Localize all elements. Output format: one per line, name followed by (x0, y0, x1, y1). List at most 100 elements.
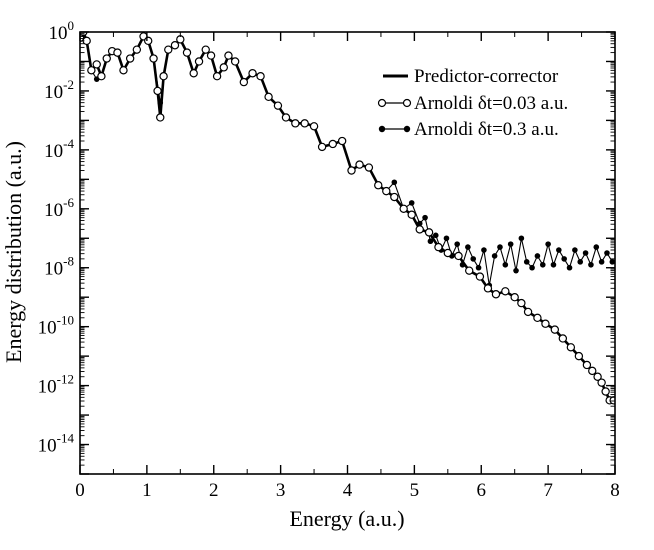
data-point-open (212, 71, 222, 81)
data-point-filled (572, 247, 578, 253)
data-point-open (337, 136, 347, 146)
x-tick-label: 0 (75, 480, 85, 501)
data-point-filled (566, 264, 573, 271)
data-point-open (517, 298, 526, 308)
data-point-open (170, 41, 180, 50)
data-point-open (92, 60, 101, 69)
data-point-filled (582, 250, 589, 256)
legend-label-arnoldi-003: Arnoldi δt=0.03 a.u. (414, 93, 568, 114)
data-point-filled (539, 261, 546, 268)
data-point-filled (432, 232, 439, 239)
y-tick-label: 10-14 (38, 431, 75, 457)
data-point-filled (577, 259, 584, 265)
data-point-open (465, 266, 474, 275)
data-point-open (164, 45, 173, 54)
x-tick-label: 6 (477, 480, 487, 501)
data-point-open (483, 284, 493, 293)
data-point-open (219, 63, 228, 72)
data-point-filled (422, 214, 428, 221)
data-point-open (443, 248, 453, 258)
data-point-open (97, 71, 106, 81)
data-point-filled (598, 259, 605, 265)
data-point-open (144, 36, 153, 46)
legend-marker-arnoldi-003-left (377, 98, 387, 108)
legend-marker-arnoldi-003-right (402, 98, 412, 108)
data-point-filled (491, 253, 498, 259)
data-point-filled (513, 267, 519, 274)
data-point-open (156, 113, 165, 122)
data-point-filled (593, 244, 600, 250)
data-point-open (415, 225, 424, 234)
data-point-open (224, 51, 233, 60)
data-point-filled (545, 241, 551, 247)
data-point-filled (481, 247, 487, 253)
y-tick-label: 100 (49, 18, 75, 44)
series-line-0 (80, 32, 614, 402)
data-point-open (309, 122, 319, 131)
y-tick-label: 10-4 (44, 136, 74, 162)
data-point-open (593, 372, 602, 381)
data-point-open (230, 57, 240, 66)
data-point-open (273, 101, 283, 110)
data-point-filled (529, 264, 535, 271)
data-point-open (588, 366, 597, 376)
data-point-open (574, 351, 584, 361)
data-point-filled (443, 235, 450, 242)
x-axis-title: Energy (a.u.) (289, 506, 404, 531)
series-layer (80, 32, 615, 405)
data-point-open (364, 163, 374, 172)
data-point-open (424, 228, 434, 237)
data-point-open (609, 396, 615, 405)
data-point-open (541, 319, 550, 328)
data-point-open (601, 387, 610, 396)
series-line-1 (80, 32, 614, 401)
data-point-filled (507, 241, 514, 247)
data-point-open (189, 69, 198, 78)
data-point-open (501, 287, 510, 296)
data-point-open (264, 92, 273, 102)
data-point-open (87, 66, 96, 75)
y-tick-label: 10-10 (38, 313, 74, 339)
data-point-filled (561, 256, 567, 262)
data-point-open (566, 343, 576, 352)
data-point-filled (497, 244, 503, 250)
data-point-open (390, 192, 399, 202)
data-point-open (582, 360, 592, 370)
data-point-open (533, 313, 542, 323)
data-point-open (523, 307, 533, 317)
data-point-open (194, 57, 204, 66)
data-point-open (125, 54, 135, 63)
data-point-filled (475, 264, 482, 271)
data-point-open (550, 325, 560, 334)
data-point-open (182, 48, 192, 57)
data-point-open (347, 166, 356, 175)
legend-label-predictor-corrector: Predictor-corrector (414, 66, 559, 87)
data-point-filled (454, 241, 460, 247)
data-point-filled (534, 253, 541, 259)
data-point-filled (408, 200, 415, 206)
x-tick-label: 2 (209, 480, 219, 501)
data-point-open (132, 45, 142, 54)
legend-marker-arnoldi-03-left (378, 125, 386, 133)
data-point-open (239, 77, 249, 87)
data-point-open (153, 86, 162, 96)
x-tick-label: 1 (142, 480, 152, 501)
data-point-filled (556, 247, 562, 253)
x-tick-label: 7 (543, 480, 553, 501)
data-point-open (281, 113, 291, 122)
data-point-open (248, 69, 257, 78)
legend: Predictor-corrector Arnoldi δt=0.03 a.u.… (377, 66, 568, 140)
x-tick-label: 3 (276, 480, 286, 501)
data-point-open (597, 378, 606, 387)
legend-label-arnoldi-03: Arnoldi δt=0.3 a.u. (414, 119, 559, 140)
data-point-filled (502, 261, 509, 268)
data-point-open (382, 186, 391, 196)
y-tick-label: 10-12 (38, 372, 74, 398)
data-point-open (300, 119, 309, 128)
data-point-filled (604, 250, 610, 256)
data-point-open (102, 54, 111, 63)
y-tick-label: 10-2 (44, 77, 74, 103)
data-point-open (256, 71, 265, 81)
